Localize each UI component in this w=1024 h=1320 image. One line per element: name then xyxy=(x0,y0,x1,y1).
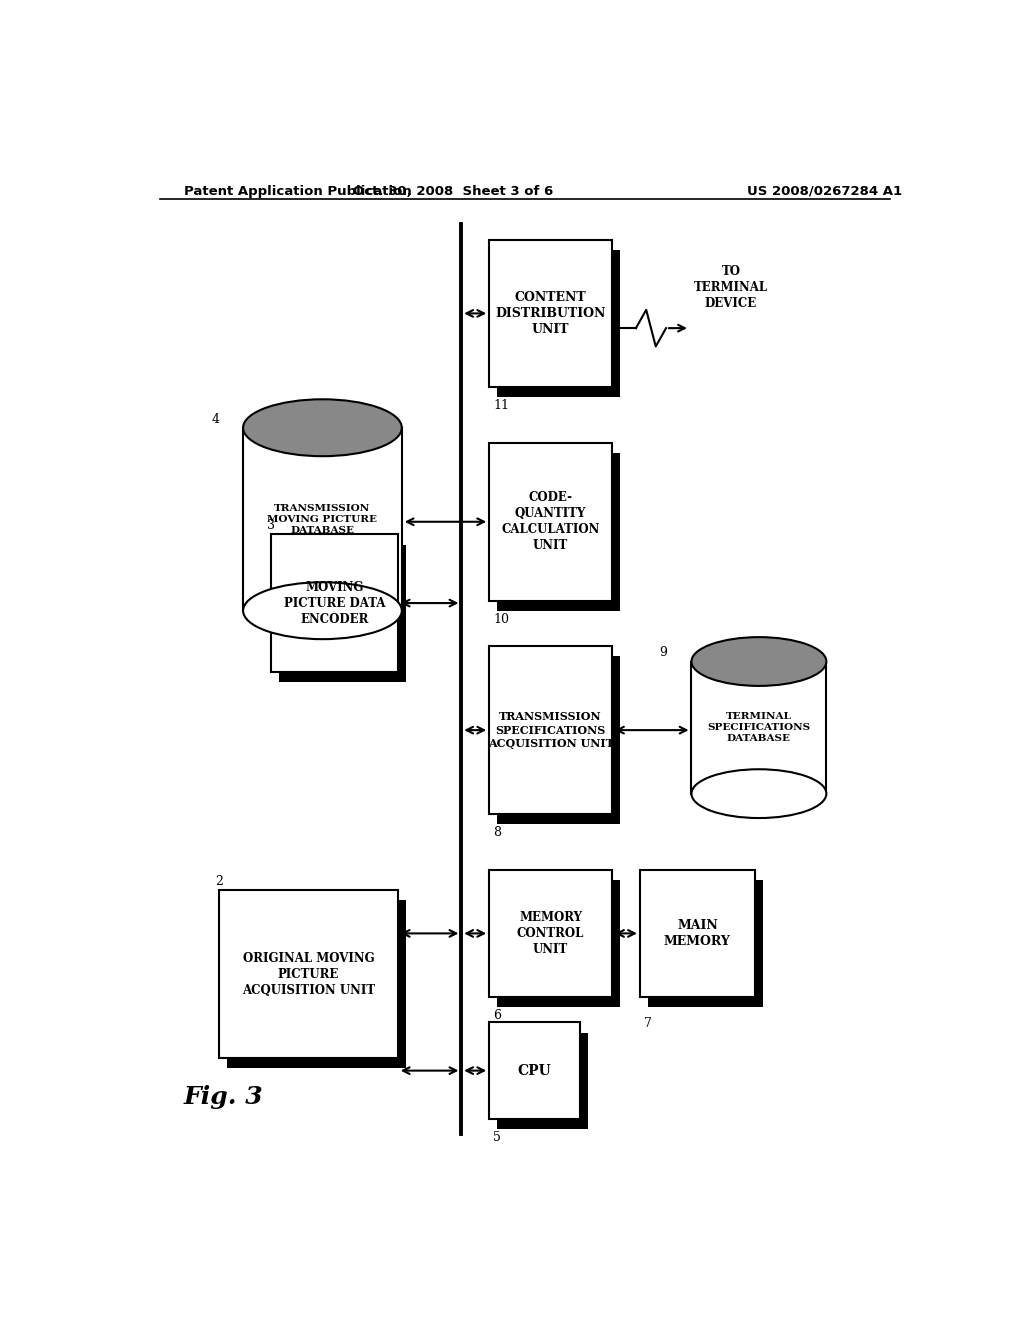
Text: 3: 3 xyxy=(267,519,274,532)
Text: 5: 5 xyxy=(494,1131,501,1144)
Bar xyxy=(489,1022,581,1119)
Bar xyxy=(270,535,397,672)
Bar xyxy=(243,428,401,611)
Text: 11: 11 xyxy=(494,400,509,412)
Text: Oct. 30, 2008  Sheet 3 of 6: Oct. 30, 2008 Sheet 3 of 6 xyxy=(353,185,554,198)
Text: 4: 4 xyxy=(211,413,219,425)
Text: 2: 2 xyxy=(215,875,223,888)
Text: ORIGINAL MOVING
PICTURE
ACQUISITION UNIT: ORIGINAL MOVING PICTURE ACQUISITION UNIT xyxy=(242,952,375,997)
Bar xyxy=(497,249,621,397)
Text: 9: 9 xyxy=(659,647,668,660)
Bar xyxy=(497,656,621,824)
Bar xyxy=(489,240,612,387)
Text: 10: 10 xyxy=(494,612,509,626)
Text: Patent Application Publication: Patent Application Publication xyxy=(183,185,412,198)
Text: MEMORY
CONTROL
UNIT: MEMORY CONTROL UNIT xyxy=(517,911,585,956)
Bar xyxy=(489,647,612,814)
Bar xyxy=(489,444,612,601)
Text: CPU: CPU xyxy=(518,1064,552,1077)
Bar xyxy=(640,870,755,997)
Ellipse shape xyxy=(243,582,401,639)
Text: MAIN
MEMORY: MAIN MEMORY xyxy=(664,919,731,948)
Text: CONTENT
DISTRIBUTION
UNIT: CONTENT DISTRIBUTION UNIT xyxy=(496,290,606,335)
Bar xyxy=(648,880,763,1007)
Text: US 2008/0267284 A1: US 2008/0267284 A1 xyxy=(748,185,902,198)
Text: 6: 6 xyxy=(494,1010,501,1022)
Ellipse shape xyxy=(691,638,826,686)
Bar xyxy=(691,661,826,793)
Text: MOVING
PICTURE DATA
ENCODER: MOVING PICTURE DATA ENCODER xyxy=(284,581,385,626)
Ellipse shape xyxy=(243,399,401,457)
Ellipse shape xyxy=(691,770,826,818)
Bar xyxy=(227,900,406,1068)
Bar xyxy=(219,890,398,1057)
Text: CODE-
QUANTITY
CALCULATION
UNIT: CODE- QUANTITY CALCULATION UNIT xyxy=(502,491,600,552)
Text: TRANSMISSION
MOVING PICTURE
DATABASE: TRANSMISSION MOVING PICTURE DATABASE xyxy=(267,504,378,535)
Bar xyxy=(497,880,621,1007)
Bar xyxy=(279,545,406,682)
Bar xyxy=(497,1032,589,1129)
Bar xyxy=(497,453,621,611)
Text: 8: 8 xyxy=(494,826,501,840)
Text: TRANSMISSION
SPECIFICATIONS
ACQUISITION UNIT: TRANSMISSION SPECIFICATIONS ACQUISITION … xyxy=(487,711,613,750)
Text: TERMINAL
SPECIFICATIONS
DATABASE: TERMINAL SPECIFICATIONS DATABASE xyxy=(708,711,810,743)
Text: Fig. 3: Fig. 3 xyxy=(183,1085,263,1109)
Text: 7: 7 xyxy=(644,1018,651,1031)
Bar xyxy=(489,870,612,997)
Text: TO
TERMINAL
DEVICE: TO TERMINAL DEVICE xyxy=(694,265,768,310)
